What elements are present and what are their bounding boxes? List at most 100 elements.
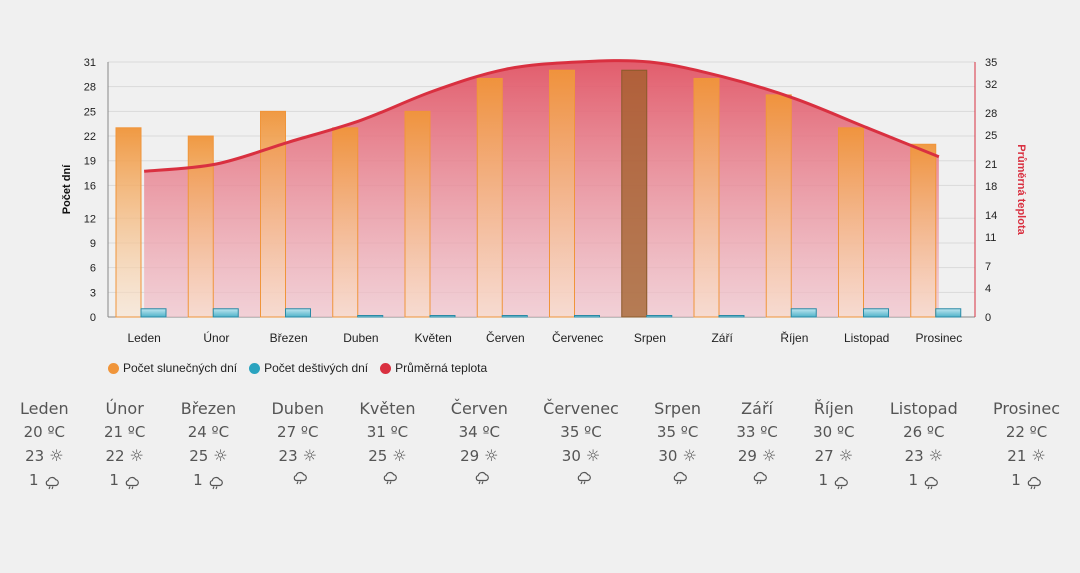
- month-summary-column: Únor 21 ºC 22 ☼ 1: [104, 398, 145, 492]
- sunny-days-bar: [187, 135, 214, 318]
- month-summary-column: Září 33 ºC 29 ☼: [736, 398, 778, 492]
- x-tick-label: Září: [711, 331, 733, 345]
- month-rainy-days: [571, 468, 592, 485]
- sunny-days-value: 23: [904, 447, 924, 465]
- sunny-days-bar: [910, 143, 937, 318]
- month-summary-column: Březen 24 ºC 25 ☼ 1: [181, 398, 236, 492]
- month-temperature: 22 ºC: [1005, 423, 1048, 441]
- month-rainy-days: [667, 468, 688, 485]
- month-temperature: 35 ºC: [656, 423, 699, 441]
- rainy-days-bar: [718, 315, 745, 318]
- month-temperature: 26 ºC: [903, 423, 945, 441]
- rainy-days-value: 1: [109, 471, 119, 489]
- rainy-days-value: 1: [818, 471, 829, 489]
- sun-icon: ☼: [302, 446, 317, 465]
- y2-tick-label: 35: [985, 57, 997, 69]
- rainy-days-bar: [212, 308, 239, 318]
- month-summary-column: Leden 20 ºC 23 ☼ 1: [20, 398, 69, 492]
- rainy-days-value: 1: [908, 471, 919, 489]
- month-temperature: 24 ºC: [187, 423, 230, 441]
- y2-tick-label: 0: [985, 312, 991, 324]
- y-tick-label: 28: [84, 82, 96, 94]
- sun-icon: ☼: [49, 446, 64, 465]
- month-sunny-days: 25 ☼: [189, 444, 227, 468]
- monthly-summary: Leden 20 ºC 23 ☼ 1 Únor 21 ºC 22 ☼ 1 Březen 24 ºC 25…: [20, 398, 1060, 492]
- month-temperature: 31 ºC: [366, 423, 409, 441]
- month-sunny-days: 25 ☼: [368, 444, 406, 468]
- month-temperature: 27 ºC: [277, 423, 319, 441]
- rain-cloud-icon: [124, 473, 140, 490]
- sunny-days-value: 25: [189, 447, 209, 465]
- rainy-days-bar: [285, 308, 311, 318]
- legend-item[interactable]: Počet slunečných dní: [108, 361, 237, 375]
- x-tick-label: Březen: [270, 331, 308, 345]
- y2-tick-label: 28: [985, 108, 997, 120]
- x-tick-label: Červenec: [552, 330, 603, 345]
- rain-cloud-icon: [672, 468, 688, 485]
- month-name: Říjen: [813, 399, 854, 418]
- chart-legend: Počet slunečných dní Počet deštivých dní P…: [108, 361, 487, 375]
- month-rainy-days: [287, 468, 308, 485]
- y-tick-label: 3: [90, 287, 96, 299]
- month-rainy-days: [747, 468, 768, 485]
- y2-tick-label: 21: [985, 159, 997, 171]
- legend-dot: [249, 362, 261, 374]
- sun-icon: ☼: [761, 446, 777, 465]
- y-tick-label: 25: [84, 106, 96, 118]
- sun-icon: ☼: [1031, 446, 1046, 465]
- month-summary-column: Červen 34 ºC 29 ☼: [451, 398, 508, 492]
- sunny-days-value: 25: [368, 447, 388, 465]
- month-sunny-days: 30 ☼: [562, 444, 600, 468]
- x-tick-label: Prosinec: [916, 331, 963, 345]
- rain-cloud-icon: [1026, 473, 1042, 490]
- rainy-days-value: 1: [29, 471, 39, 489]
- rainy-days-bar: [646, 315, 673, 318]
- month-name: Leden: [20, 399, 69, 418]
- month-summary-column: Listopad 26 ºC 23 ☼ 1: [890, 398, 958, 492]
- month-name: Duben: [271, 399, 325, 418]
- sunny-days-value: 27: [814, 447, 834, 465]
- y-tick-label: 16: [84, 180, 96, 192]
- sun-icon: ☼: [682, 446, 697, 465]
- month-sunny-days: 23 ☼: [279, 444, 317, 468]
- sunny-days-value: 23: [25, 447, 45, 465]
- rainy-days-bar: [357, 315, 384, 318]
- x-tick-label: Květen: [414, 331, 451, 345]
- legend-item[interactable]: Počet deštivých dní: [249, 361, 368, 375]
- y-axis-title: Počet dní: [61, 164, 73, 214]
- month-sunny-days: 23 ☼: [905, 444, 943, 468]
- rainy-days-bar: [574, 315, 600, 318]
- rainy-days-value: 1: [1011, 471, 1021, 489]
- x-tick-label: Červen: [486, 330, 525, 345]
- month-summary-column: Červenec 35 ºC 30 ☼: [543, 398, 619, 492]
- month-name: Srpen: [654, 399, 702, 418]
- sunny-days-bar: [621, 69, 648, 318]
- month-name: Listopad: [889, 399, 958, 418]
- month-summary-column: Srpen 35 ºC 30 ☼: [654, 398, 701, 492]
- month-temperature: 20 ºC: [23, 423, 66, 441]
- x-tick-label: Listopad: [844, 331, 889, 345]
- month-rainy-days: 1: [1011, 468, 1042, 492]
- rainy-days-bar: [935, 308, 962, 318]
- month-sunny-days: 29 ☼: [460, 444, 498, 468]
- sun-icon: ☼: [213, 446, 228, 465]
- month-name: Květen: [359, 399, 416, 418]
- month-summary-column: Duben 27 ºC 23 ☼: [271, 398, 324, 492]
- rain-cloud-icon: [474, 468, 490, 485]
- legend-item[interactable]: Průměrná teplota: [380, 361, 487, 375]
- y2-tick-label: 4: [985, 283, 991, 295]
- rain-cloud-icon: [292, 468, 308, 485]
- month-temperature: 21 ºC: [103, 423, 146, 441]
- y2-tick-label: 7: [985, 261, 991, 273]
- temperature-line: [143, 59, 940, 173]
- sun-icon: ☼: [585, 446, 601, 465]
- rain-cloud-icon: [833, 473, 849, 490]
- sunny-days-bar: [260, 110, 286, 318]
- sunny-days-bar: [838, 127, 864, 318]
- y2-tick-label: 14: [985, 210, 997, 222]
- month-name: Červen: [450, 399, 508, 418]
- rain-cloud-icon: [44, 473, 60, 490]
- sunny-days-value: 29: [737, 447, 757, 465]
- y2-tick-label: 25: [985, 130, 997, 142]
- rainy-days-bar: [790, 308, 817, 318]
